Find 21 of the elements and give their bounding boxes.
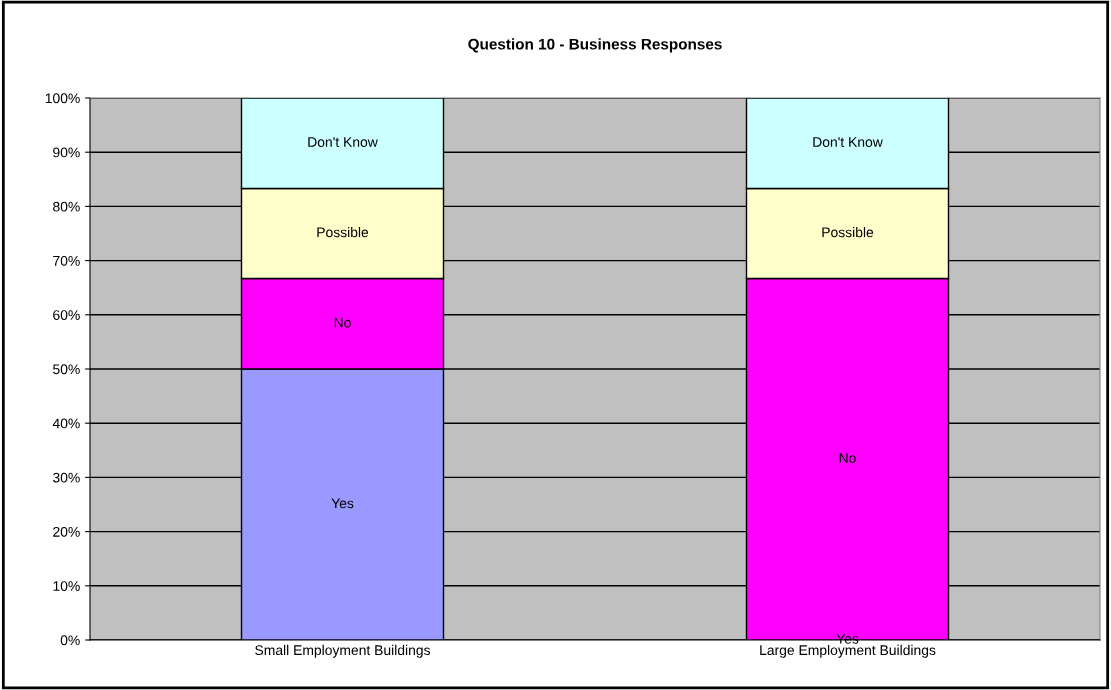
y-tick-label: 10%: [53, 581, 80, 591]
text: No: [839, 453, 856, 463]
y-tick-label: 60%: [53, 310, 80, 320]
series-label: No: [334, 317, 351, 328]
text: Don't Know: [813, 137, 883, 147]
y-tick-label: 80%: [53, 201, 80, 212]
y-tick-label: 90%: [53, 147, 80, 158]
series-label: Don't Know: [308, 137, 378, 147]
text: Possible: [822, 227, 874, 238]
y-tick-label: 70%: [53, 255, 80, 266]
y-tick-label: 50%: [53, 364, 80, 375]
y-tick-label: 100%: [45, 93, 80, 104]
chart-title: Question 10 - Business Responses: [468, 38, 722, 53]
y-tick-label: 0%: [60, 635, 80, 646]
y-tick-label: 20%: [53, 526, 80, 537]
x-tick-label: Large Employment Buildings: [760, 644, 936, 658]
series-label: Yes: [331, 498, 354, 509]
x-tick-label: Small Employment Buildings: [255, 644, 430, 658]
y-tick-label: 40%: [52, 418, 80, 429]
series-label: Possible: [317, 227, 369, 238]
y-tick-label: 30%: [53, 472, 80, 483]
